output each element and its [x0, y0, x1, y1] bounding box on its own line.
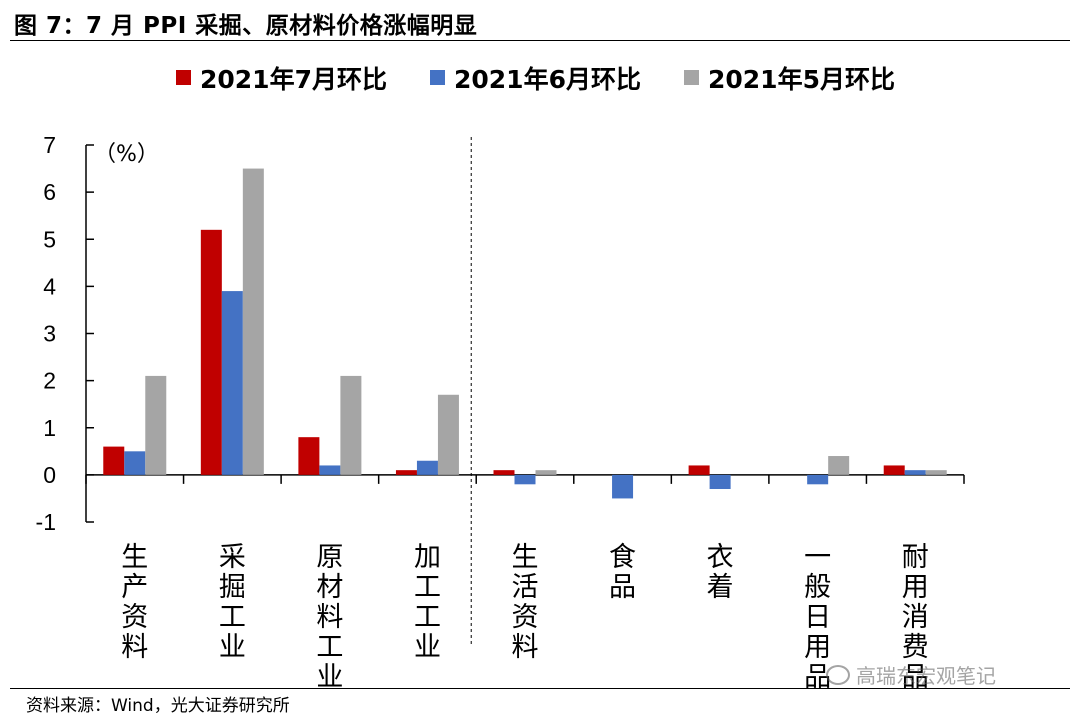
- bar: [612, 474, 634, 499]
- source-note: 资料来源：Wind，光大证券研究所: [26, 696, 290, 716]
- legend-swatch: [430, 70, 445, 85]
- bar: [807, 474, 829, 485]
- legend-swatch: [176, 70, 191, 85]
- bar: [340, 375, 362, 475]
- bar: [514, 474, 536, 485]
- bar: [709, 474, 731, 490]
- category-labels: 生产资料 采掘工业 原材料工业 加工工业 生活资料 食品 衣着 一般日用品 耐用消费品: [121, 542, 928, 690]
- bar: [688, 465, 710, 475]
- bars: [103, 168, 947, 499]
- legend-swatch: [684, 70, 699, 85]
- bar: [828, 456, 850, 475]
- bar: [904, 470, 926, 475]
- y-tick-label: 2: [43, 368, 56, 394]
- top-rule: [10, 40, 1070, 41]
- bar: [319, 465, 341, 475]
- category-label: 原材料工业: [316, 542, 343, 690]
- legend-label: 2021年5月环比: [708, 65, 895, 94]
- bar: [298, 437, 320, 475]
- legend-label: 2021年7月环比: [200, 65, 387, 94]
- bar: [883, 465, 905, 475]
- y-unit-label: （%）: [94, 142, 159, 167]
- wechat-icon: [826, 664, 850, 685]
- category-label: 耐用消费品: [902, 542, 929, 690]
- category-label: 一般日用品: [804, 542, 831, 690]
- bar: [242, 168, 264, 475]
- bar: [124, 451, 146, 475]
- y-tick-label: 5: [43, 226, 56, 252]
- bar: [200, 229, 222, 475]
- bar: [395, 470, 417, 475]
- watermark-text: 高瑞东宏观笔记: [856, 664, 996, 688]
- category-label: 采掘工业: [219, 542, 246, 663]
- bar-chart: 2021年7月环比 2021年6月环比 2021年5月环比 -1 0 1 2 3 4 5 6 7 （%…: [36, 65, 965, 690]
- bar: [535, 470, 557, 475]
- bar: [925, 470, 947, 475]
- y-tick-label: 4: [43, 273, 56, 299]
- bar: [145, 375, 167, 475]
- bar: [221, 291, 243, 475]
- bar: [103, 446, 125, 475]
- category-label: 生产资料: [121, 542, 148, 663]
- legend-label: 2021年6月环比: [454, 65, 641, 94]
- category-label: 衣着: [707, 542, 734, 603]
- legend: 2021年7月环比 2021年6月环比 2021年5月环比: [176, 65, 895, 94]
- y-tick-label: 0: [43, 462, 56, 488]
- category-label: 食品: [609, 542, 636, 603]
- figure-title: 图 7：7 月 PPI 采掘、原材料价格涨幅明显: [14, 13, 478, 39]
- y-tick-label: -1: [36, 509, 56, 535]
- category-label: 生活资料: [512, 542, 539, 663]
- watermark: 高瑞东宏观笔记: [826, 660, 996, 689]
- bar: [416, 460, 438, 475]
- bar: [493, 470, 515, 475]
- bottom-rule: [10, 688, 1070, 689]
- y-tick-label: 1: [43, 415, 56, 441]
- y-tick-label: 3: [43, 321, 56, 347]
- y-tick-label: 7: [43, 132, 56, 158]
- bar: [437, 394, 459, 475]
- category-label: 加工工业: [414, 542, 441, 663]
- y-tick-label: 6: [43, 179, 56, 205]
